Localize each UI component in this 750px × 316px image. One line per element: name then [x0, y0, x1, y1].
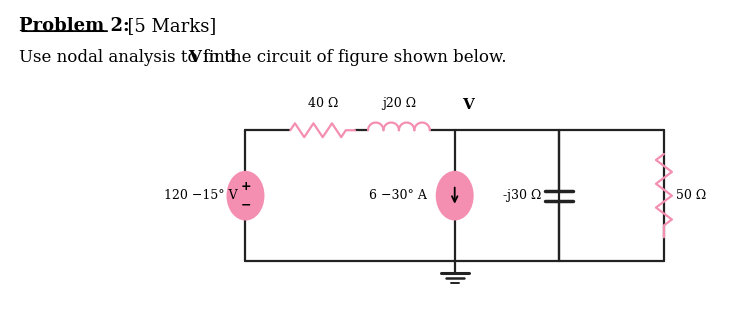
Text: 120 −15° V: 120 −15° V [164, 189, 238, 202]
Text: 50 Ω: 50 Ω [676, 189, 706, 202]
Text: 6 −30° A: 6 −30° A [369, 189, 427, 202]
Text: V: V [188, 49, 200, 66]
Text: j20 Ω: j20 Ω [382, 97, 416, 110]
Text: +: + [240, 180, 250, 193]
Ellipse shape [227, 172, 263, 219]
Text: [5 Marks]: [5 Marks] [116, 17, 216, 35]
Ellipse shape [436, 172, 472, 219]
Text: −: − [240, 198, 250, 211]
Text: -j30 Ω: -j30 Ω [503, 189, 542, 202]
Text: in the circuit of figure shown below.: in the circuit of figure shown below. [198, 49, 506, 66]
Text: Use nodal analysis to find: Use nodal analysis to find [20, 49, 241, 66]
Text: Problem 2:: Problem 2: [20, 17, 130, 35]
Text: 40 Ω: 40 Ω [308, 97, 338, 110]
Text: V: V [462, 98, 473, 112]
